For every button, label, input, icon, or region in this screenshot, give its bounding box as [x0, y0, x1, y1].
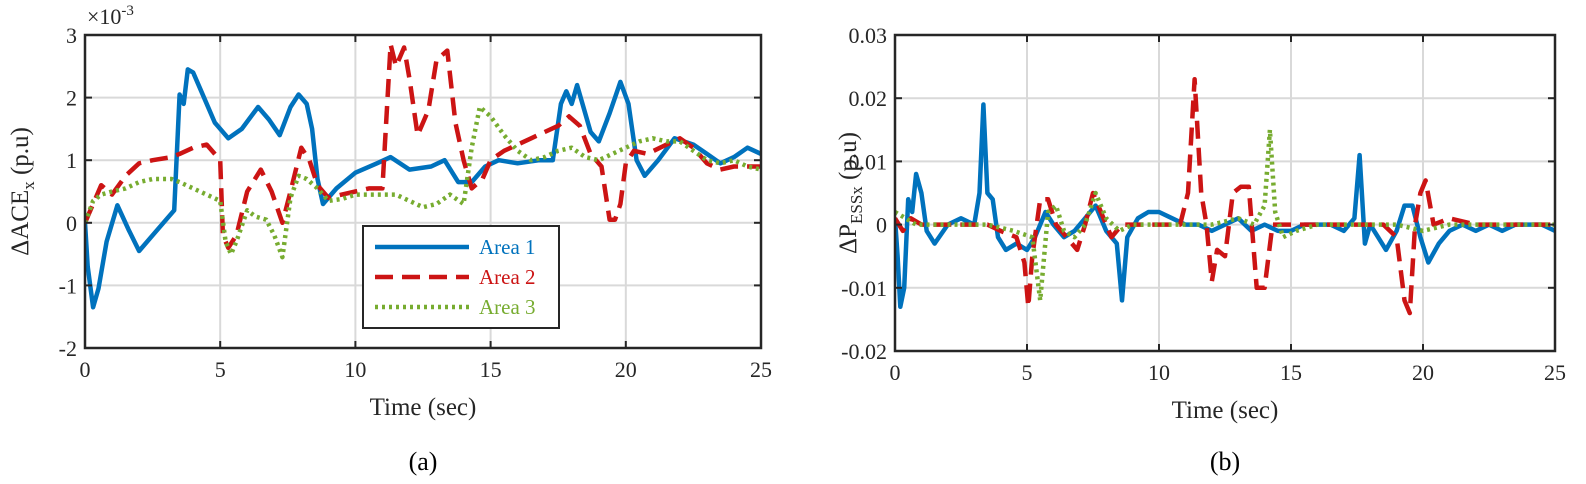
y-axis-label-b: ΔPESSx (p.u)	[835, 132, 866, 254]
y-tick-labels-b: -0.02 -0.01 0 0.01 0.02 0.03	[841, 23, 887, 364]
x-tick-label: 0	[80, 357, 91, 382]
y-tick-label: 0	[66, 211, 77, 236]
x-tick-label: 0	[890, 360, 901, 385]
y-tick-label: 2	[66, 86, 77, 111]
chart-panel-b: 0 5 10 15 20 25 -0.02 -0.01 0 0.01 0.02 0.03 Time …	[835, 23, 1566, 476]
x-tick-label: 10	[1148, 360, 1170, 385]
x-tick-label: 15	[1280, 360, 1302, 385]
y-axis-label-unit-a: (p.u)	[7, 127, 34, 181]
y-axis-label-main-b: ΔP	[835, 224, 862, 254]
x-tick-label: 5	[215, 357, 226, 382]
y-tick-label: 0.01	[849, 149, 888, 174]
x-tick-label: 5	[1022, 360, 1033, 385]
plot-frame-a	[83, 33, 763, 350]
x-tick-label: 20	[615, 357, 637, 382]
x-tick-label: 20	[1412, 360, 1434, 385]
exponent-power: -3	[121, 3, 134, 19]
series-lines-a	[85, 42, 761, 310]
series-lines-b	[895, 76, 1555, 316]
grid-b	[894, 34, 1556, 352]
x-tick-label: 10	[344, 357, 366, 382]
ticks-a	[84, 34, 762, 349]
legend-label-area-2: Area 2	[479, 265, 536, 289]
x-axis-label-a: Time (sec)	[370, 394, 477, 421]
y-axis-label-sub-a: x	[19, 181, 38, 190]
y-tick-label: -0.02	[841, 339, 887, 364]
exponent-base: ×10	[87, 4, 121, 29]
axis-exponent-a: ×10-3	[87, 3, 134, 29]
x-tick-label: 25	[1544, 360, 1566, 385]
chart-panel-a: 0 5 10 15 20 25 -2 -1 0 1 2 3 Time (sec) ΔACEx (p.…	[7, 3, 772, 476]
y-axis-label-sub-b: ESSx	[847, 186, 866, 224]
series-line-area-2	[895, 76, 1555, 316]
legend-label-area-1: Area 1	[479, 235, 536, 259]
y-tick-label: 0.02	[849, 86, 888, 111]
y-tick-label: 1	[66, 148, 77, 173]
y-axis-label-a: ΔACEx (p.u)	[7, 127, 38, 256]
caption-b: (b)	[1210, 447, 1240, 476]
x-axis-label-b: Time (sec)	[1172, 397, 1279, 424]
y-tick-label: 0.03	[849, 23, 888, 48]
series-line-area-3	[895, 127, 1555, 303]
y-tick-labels-a: -2 -1 0 1 2 3	[59, 23, 77, 361]
y-tick-label: -0.01	[841, 276, 887, 301]
y-tick-label: -2	[59, 336, 77, 361]
legend-label-area-3: Area 3	[479, 295, 536, 319]
series-line-area-3	[85, 104, 761, 260]
caption-a: (a)	[409, 447, 438, 476]
series-line-area-1	[895, 102, 1555, 310]
plot-frame-b	[893, 33, 1557, 353]
y-tick-label: 0	[876, 213, 887, 238]
y-tick-label: -1	[59, 273, 77, 298]
legend: Area 1 Area 2 Area 3	[362, 225, 560, 329]
y-axis-label-main-a: ΔACE	[7, 190, 34, 256]
series-line-area-2	[85, 42, 761, 251]
x-tick-labels-b: 0 5 10 15 20 25	[890, 360, 1567, 385]
y-tick-label: 3	[66, 23, 77, 48]
y-axis-label-unit-b: (p.u)	[835, 132, 862, 186]
x-tick-labels-a: 0 5 10 15 20 25	[80, 357, 773, 382]
x-tick-label: 15	[480, 357, 502, 382]
x-tick-label: 25	[750, 357, 772, 382]
ticks-b	[894, 34, 1556, 352]
